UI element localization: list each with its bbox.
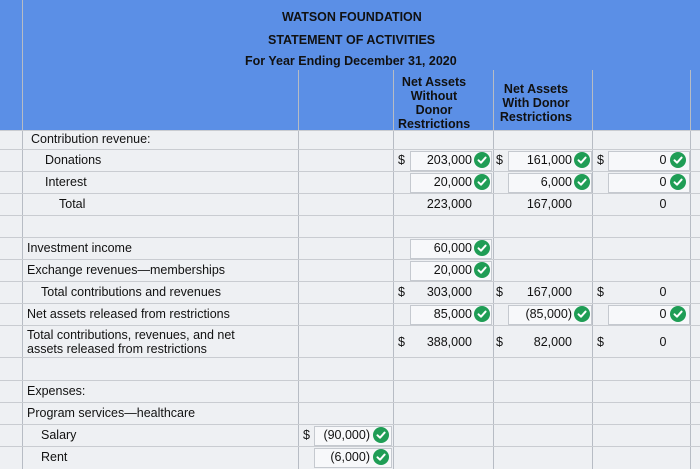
dollar-sign: $ <box>496 153 503 167</box>
check-icon <box>574 152 590 168</box>
released-with-field[interactable] <box>508 305 592 325</box>
label-salary: Salary <box>41 428 77 442</box>
exchange-without-field[interactable] <box>410 261 492 281</box>
tcr-with-value: 167,000 <box>526 285 572 299</box>
dollar-sign: $ <box>496 285 503 299</box>
col-header-without: Net Assets Without Donor Restrictions <box>398 75 471 131</box>
label-rent: Rent <box>41 450 68 464</box>
released-total-field[interactable] <box>608 305 690 325</box>
released-with-value: (85,000) <box>525 307 572 321</box>
check-icon <box>373 449 389 465</box>
total-without-value: 223,000 <box>426 197 472 211</box>
interest-without-field[interactable] <box>410 173 492 193</box>
donations-without-value: 203,000 <box>426 153 472 167</box>
check-icon <box>474 306 490 322</box>
check-icon <box>474 262 490 278</box>
salary-value: (90,000) <box>323 428 370 442</box>
grand-total-value: 0 <box>659 335 667 349</box>
col-header-with: Net Assets With Donor Restrictions <box>499 82 573 124</box>
label-total: Total <box>59 197 86 211</box>
total-with-value: 167,000 <box>526 197 572 211</box>
check-icon <box>670 306 686 322</box>
tcr-total-value: 0 <box>659 285 667 299</box>
statement-title: STATEMENT OF ACTIVITIES <box>268 33 436 47</box>
dollar-sign: $ <box>597 153 604 167</box>
interest-with-field[interactable] <box>508 173 592 193</box>
released-without-field[interactable] <box>410 305 492 325</box>
header-band <box>0 0 700 130</box>
donations-without-field[interactable] <box>410 151 492 171</box>
label-interest: Interest <box>45 175 87 189</box>
label-total-all-line2: assets released from restrictions <box>27 342 207 356</box>
dollar-sign: $ <box>398 285 405 299</box>
investment-without-field[interactable] <box>410 239 492 259</box>
label-total-contributions: Total contributions and revenues <box>41 285 221 299</box>
donations-total-field[interactable] <box>608 151 690 171</box>
interest-without-value: 20,000 <box>433 175 472 189</box>
dollar-sign: $ <box>597 335 604 349</box>
exchange-without-value: 20,000 <box>433 263 472 277</box>
released-without-value: 85,000 <box>433 307 472 321</box>
tcr-without-value: 303,000 <box>426 285 472 299</box>
rent-value: (6,000) <box>330 450 370 464</box>
label-exchange-revenues: Exchange revenues—memberships <box>27 263 226 277</box>
interest-total-value: 0 <box>659 175 667 189</box>
investment-without-value: 60,000 <box>433 241 472 255</box>
label-contribution-revenue: Contribution revenue: <box>31 132 151 146</box>
label-expenses: Expenses: <box>27 384 86 398</box>
donations-with-value: 161,000 <box>526 153 572 167</box>
check-icon <box>373 427 389 443</box>
check-icon <box>474 174 490 190</box>
grand-with-value: 82,000 <box>533 335 572 349</box>
total-total-value: 0 <box>659 197 667 211</box>
check-icon <box>670 152 686 168</box>
grand-without-value: 388,000 <box>426 335 472 349</box>
dollar-sign: $ <box>398 335 405 349</box>
dollar-sign: $ <box>496 335 503 349</box>
salary-field[interactable] <box>314 426 392 446</box>
label-donations: Donations <box>45 153 102 167</box>
check-icon <box>474 240 490 256</box>
dollar-sign: $ <box>303 428 310 442</box>
check-icon <box>574 306 590 322</box>
dollar-sign: $ <box>398 153 405 167</box>
label-program-services: Program services—healthcare <box>27 406 196 420</box>
donations-total-value: 0 <box>659 153 667 167</box>
released-total-value: 0 <box>659 307 667 321</box>
dollar-sign: $ <box>597 285 604 299</box>
label-net-assets-released: Net assets released from restrictions <box>27 307 230 321</box>
check-icon <box>670 174 686 190</box>
period-label: For Year Ending December 31, 2020 <box>245 54 457 68</box>
donations-with-field[interactable] <box>508 151 592 171</box>
rent-field[interactable] <box>314 448 392 468</box>
org-name: WATSON FOUNDATION <box>282 10 422 24</box>
interest-with-value: 6,000 <box>540 175 572 189</box>
label-investment-income: Investment income <box>27 241 132 255</box>
check-icon <box>574 174 590 190</box>
interest-total-field[interactable] <box>608 173 690 193</box>
label-total-all-line1: Total contributions, revenues, and net <box>27 328 235 342</box>
check-icon <box>474 152 490 168</box>
